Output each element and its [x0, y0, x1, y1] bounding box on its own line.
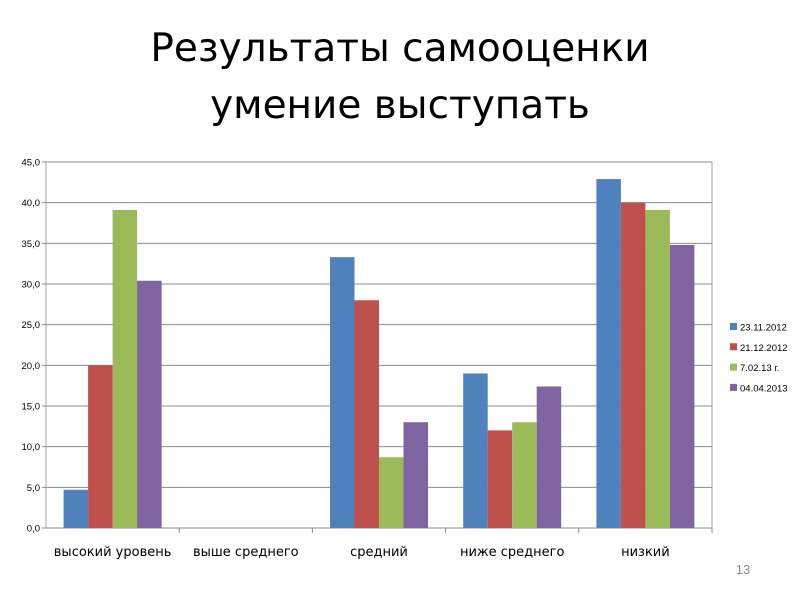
- legend-label-4: 04.04.2013: [740, 383, 788, 394]
- bar-3-3: [379, 457, 404, 528]
- bar-5-1: [596, 179, 621, 528]
- legend-swatch-4: [730, 383, 737, 391]
- bar-4-4: [536, 386, 562, 528]
- y-tick-label: 45,0: [22, 158, 41, 169]
- y-tick-label: 30,0: [22, 280, 41, 291]
- y-tick-label: 40,0: [22, 198, 41, 209]
- slide-title-line-1: Результаты самооценки: [150, 26, 650, 71]
- x-tick-label: ниже среднего: [460, 545, 565, 560]
- bar-3-1: [330, 257, 355, 528]
- y-tick-label: 0,0: [27, 524, 40, 535]
- x-tick-label: высокий уровень: [54, 545, 172, 560]
- bar-3-2: [354, 300, 379, 528]
- bar-1-2: [88, 365, 113, 528]
- page-number: 13: [735, 562, 751, 577]
- legend-label-2: 21.12.2012: [740, 343, 788, 354]
- bar-4-1: [463, 373, 488, 528]
- bar-5-4: [669, 244, 695, 528]
- bar-1-4: [137, 280, 162, 528]
- y-tick-label: 35,0: [22, 239, 41, 250]
- legend-label-3: 7.02.13 г.: [740, 363, 779, 374]
- bar-4-2: [487, 430, 513, 528]
- bar-5-3: [645, 209, 670, 528]
- x-tick-label: низкий: [621, 545, 670, 560]
- slide-title-line-2: умение выступать: [210, 83, 590, 128]
- bar-3-4: [403, 422, 428, 528]
- bar-1-3: [112, 209, 138, 528]
- legend-label-1: 23.11.2012: [740, 323, 787, 334]
- bar-1-1: [63, 489, 89, 528]
- y-tick-label: 25,0: [22, 320, 41, 331]
- y-tick-label: 10,0: [22, 442, 41, 453]
- x-tick-label: выше среднего: [193, 545, 299, 560]
- y-tick-label: 20,0: [22, 361, 41, 372]
- bar-4-3: [512, 422, 537, 528]
- y-tick-label: 15,0: [22, 402, 41, 413]
- legend-swatch-3: [730, 363, 737, 371]
- legend-swatch-1: [730, 323, 737, 330]
- y-tick-label: 5,0: [27, 483, 40, 494]
- bar-5-2: [620, 202, 646, 528]
- legend-swatch-2: [730, 343, 737, 351]
- slide-title: Результаты самооценки умение выступать: [0, 20, 800, 134]
- x-tick-label: средний: [350, 545, 408, 560]
